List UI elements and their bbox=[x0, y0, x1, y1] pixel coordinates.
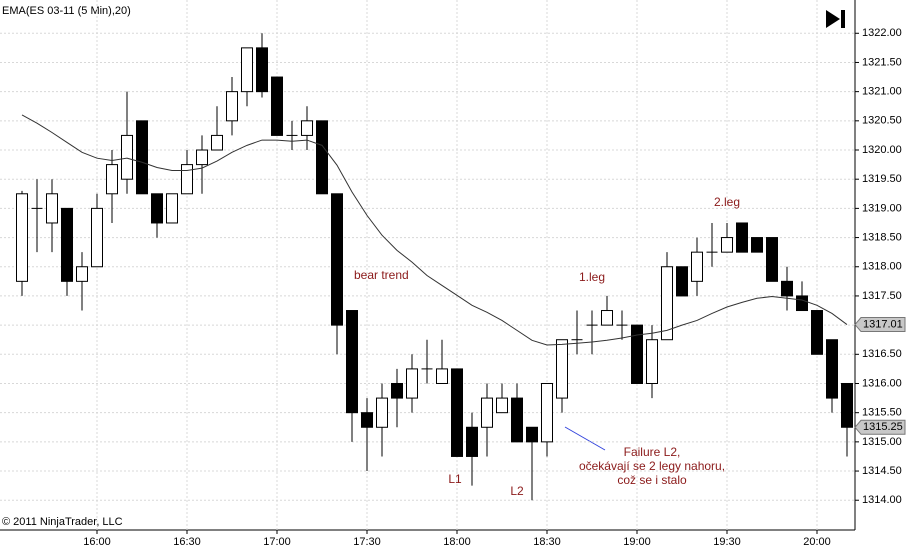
candle-body bbox=[241, 47, 253, 93]
candle-body bbox=[721, 237, 733, 253]
y-tick-label: 1314.00 bbox=[862, 494, 902, 506]
candle-body bbox=[751, 237, 763, 253]
play-bar[interactable] bbox=[841, 10, 845, 28]
candle-body bbox=[841, 382, 853, 428]
candle-body bbox=[226, 91, 238, 122]
candle-body bbox=[211, 134, 223, 151]
candle-body bbox=[691, 251, 703, 282]
candle-body bbox=[541, 382, 553, 443]
y-tick-label: 1314.50 bbox=[862, 465, 902, 477]
x-tick-label: 19:00 bbox=[623, 536, 651, 548]
candle-body bbox=[526, 426, 538, 443]
candle-body bbox=[406, 368, 418, 399]
candle-body bbox=[796, 295, 808, 312]
candle-body bbox=[556, 339, 568, 399]
x-tick-label: 18:00 bbox=[443, 536, 471, 548]
copyright: © 2011 NinjaTrader, LLC bbox=[2, 516, 123, 528]
y-tick-label: 1318.00 bbox=[862, 261, 902, 273]
annotation: L1 bbox=[448, 472, 462, 486]
y-tick-label: 1321.00 bbox=[862, 86, 902, 98]
annotation: Failure L2, bbox=[624, 445, 681, 459]
annotation: 2.leg bbox=[714, 195, 740, 209]
candle-body bbox=[271, 76, 283, 136]
annotation: bear trend bbox=[354, 268, 409, 282]
candle-body bbox=[16, 193, 28, 282]
annotation: což se i stalo bbox=[617, 473, 687, 487]
x-tick-label: 16:30 bbox=[173, 536, 201, 548]
y-tick-label: 1316.50 bbox=[862, 348, 902, 360]
candle-body bbox=[136, 120, 148, 195]
annotation-pointer bbox=[564, 426, 606, 451]
candle-body bbox=[436, 368, 448, 384]
candle-body bbox=[121, 134, 133, 180]
price-marker bbox=[854, 317, 906, 333]
candle-body bbox=[631, 324, 643, 384]
candle-body bbox=[46, 193, 58, 224]
x-tick-label: 19:30 bbox=[713, 536, 741, 548]
candle-body bbox=[511, 397, 523, 443]
x-tick-label: 18:30 bbox=[533, 536, 561, 548]
candle-body bbox=[76, 266, 88, 282]
annotation: L2 bbox=[510, 484, 524, 498]
candle-body bbox=[466, 426, 478, 457]
y-tick-label: 1315.50 bbox=[862, 407, 902, 419]
candle-body bbox=[766, 237, 778, 282]
candle-body bbox=[646, 339, 658, 384]
price-marker-label: 1317.01 bbox=[863, 318, 903, 330]
y-tick-label: 1316.00 bbox=[862, 377, 902, 389]
annotation: 1.leg bbox=[579, 270, 605, 284]
x-tick-label: 16:00 bbox=[83, 536, 111, 548]
price-marker bbox=[854, 419, 906, 435]
y-tick-label: 1319.00 bbox=[862, 202, 902, 214]
candle-body bbox=[661, 266, 673, 341]
y-tick-label: 1317.50 bbox=[862, 290, 902, 302]
candle-body bbox=[826, 339, 838, 399]
candle-body bbox=[61, 207, 73, 282]
candle-body bbox=[601, 310, 613, 326]
x-tick-label: 20:00 bbox=[803, 536, 831, 548]
candle-body bbox=[391, 382, 403, 399]
candle-body bbox=[481, 397, 493, 428]
candle-body bbox=[346, 310, 358, 414]
candle-body bbox=[166, 193, 178, 224]
annotation: očekávají se 2 legy nahoru, bbox=[579, 459, 725, 473]
candle-body bbox=[376, 397, 388, 428]
candle-body bbox=[256, 47, 268, 93]
candle-body bbox=[91, 207, 103, 268]
candle-body bbox=[106, 164, 118, 195]
candle-body bbox=[496, 397, 508, 414]
y-tick-label: 1320.50 bbox=[862, 115, 902, 127]
candle-body bbox=[736, 222, 748, 253]
play-icon[interactable] bbox=[826, 10, 845, 28]
y-tick-label: 1320.00 bbox=[862, 144, 902, 156]
candle-body bbox=[181, 164, 193, 195]
candle-body bbox=[331, 193, 343, 326]
candle-body bbox=[301, 120, 313, 136]
y-tick-label: 1322.00 bbox=[862, 27, 902, 39]
ema-line bbox=[21, 114, 848, 346]
price-marker-label: 1315.25 bbox=[863, 421, 903, 433]
candle-body bbox=[451, 368, 463, 457]
y-tick-label: 1319.50 bbox=[862, 173, 902, 185]
play-triangle[interactable] bbox=[826, 10, 840, 28]
y-tick-label: 1321.50 bbox=[862, 56, 902, 68]
chart-title: EMA(ES 03-11 (5 Min),20) bbox=[2, 5, 131, 17]
y-tick-label: 1315.00 bbox=[862, 436, 902, 448]
y-tick-label: 1318.50 bbox=[862, 231, 902, 243]
x-tick-label: 17:30 bbox=[353, 536, 381, 548]
candle-body bbox=[781, 280, 793, 297]
candle-body bbox=[676, 266, 688, 297]
candle-body bbox=[151, 193, 163, 224]
candle-body bbox=[811, 310, 823, 355]
x-tick-label: 17:00 bbox=[263, 536, 291, 548]
candle-body bbox=[361, 412, 373, 428]
candle-body bbox=[196, 149, 208, 166]
candle-body bbox=[316, 120, 328, 195]
